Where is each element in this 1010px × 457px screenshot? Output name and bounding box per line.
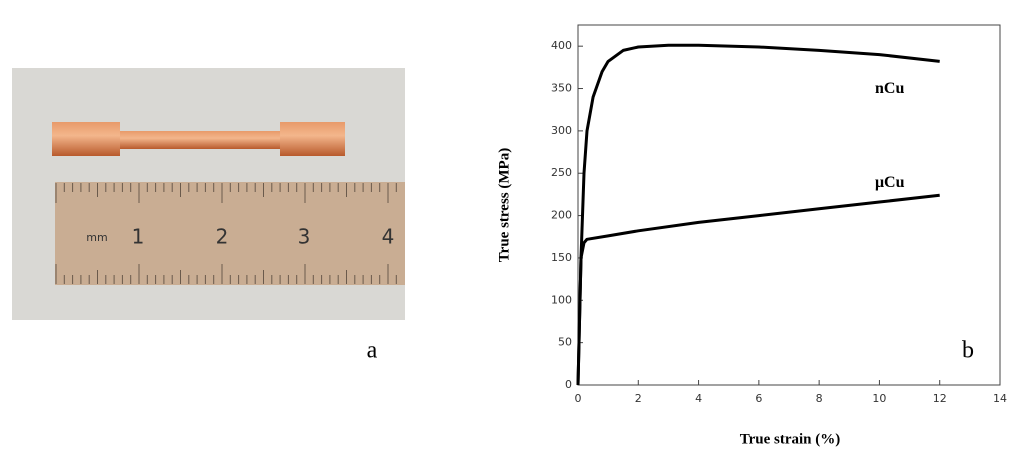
panel-label: a xyxy=(367,338,378,364)
x-tick-label: 8 xyxy=(816,392,823,405)
y-tick-label: 200 xyxy=(551,209,572,222)
x-tick-label: 4 xyxy=(695,392,702,405)
x-tick-label: 0 xyxy=(575,392,582,405)
x-tick-label: 12 xyxy=(933,392,947,405)
series-label: nCu xyxy=(875,80,904,97)
y-tick-label: 50 xyxy=(558,336,572,349)
y-tick-label: 0 xyxy=(565,378,572,391)
y-tick-label: 100 xyxy=(551,293,572,306)
x-tick-label: 14 xyxy=(993,392,1007,405)
rod-head xyxy=(52,122,120,156)
line xyxy=(576,43,940,386)
rod-gauge xyxy=(120,131,282,149)
x-tick-label: 2 xyxy=(635,392,642,405)
ruler-label: 4 xyxy=(382,225,395,249)
y-tick-label: 350 xyxy=(551,82,572,95)
ruler xyxy=(55,182,405,285)
y-tick-label: 300 xyxy=(551,124,572,137)
photo: mm 1 2 3 4 xyxy=(12,68,405,320)
panel-label: b xyxy=(962,338,974,364)
ruler-label: 1 xyxy=(132,225,145,249)
rod-head xyxy=(280,122,345,156)
ruler-label: mm xyxy=(86,231,107,244)
y-tick-label: 400 xyxy=(551,39,572,52)
x-tick-label: 6 xyxy=(755,392,762,405)
x-tick-label: 10 xyxy=(872,392,886,405)
ruler-label: 2 xyxy=(216,225,229,249)
plot-frame xyxy=(577,24,1001,386)
series-label: μCu xyxy=(875,174,905,191)
ruler-ticks xyxy=(55,183,397,284)
y-tick-label: 150 xyxy=(551,251,572,264)
line xyxy=(576,193,940,386)
ruler-label: 3 xyxy=(298,225,311,249)
x-axis-label: True strain (%) xyxy=(740,431,841,447)
y-tick-label: 250 xyxy=(551,166,572,179)
y-axis-label: True stress (MPa) xyxy=(496,148,512,262)
